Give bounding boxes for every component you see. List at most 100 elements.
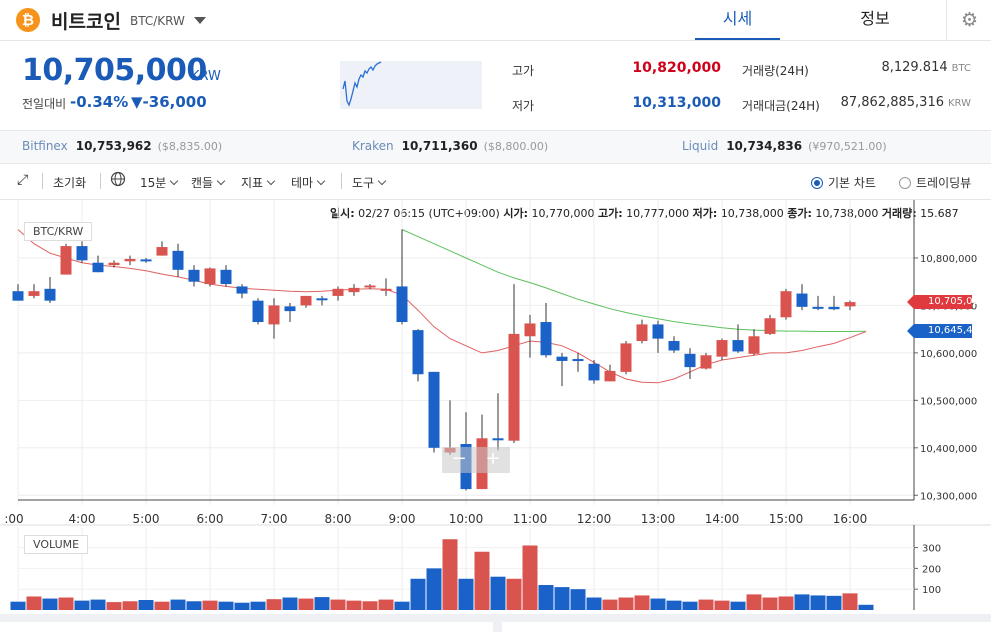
candle-body: [620, 343, 632, 372]
volume-bar: [234, 602, 250, 610]
volume-bar: [90, 599, 106, 610]
volume-bar: [682, 601, 698, 610]
volume-bar: [458, 578, 474, 610]
ohlc-open: 10,770,000: [531, 207, 595, 220]
x-tick-label: 12:00: [577, 512, 612, 526]
basic-chart-radio[interactable]: 기본 차트: [811, 174, 876, 191]
exchange-name: Kraken: [352, 139, 394, 153]
coin-select-chevron-down-icon[interactable]: [194, 17, 206, 24]
gear-icon[interactable]: ⚙: [946, 0, 991, 40]
ohlc-low: 10,738,000: [720, 207, 784, 220]
ohlc-readout: 일시: 02/27 06:15 (UTC+09:00) 시가: 10,770,0…: [330, 205, 959, 221]
volume-bar: [650, 598, 666, 610]
footer-panel-right: [502, 622, 991, 632]
zoom-control: − +: [442, 447, 510, 473]
candle-body: [812, 306, 824, 309]
candle-body: [380, 288, 392, 291]
candle-dropdown[interactable]: 캔들: [191, 174, 226, 191]
y-tick-label: 10,300,000: [920, 491, 977, 502]
exchange-foreign-price: ($8,835.00): [157, 140, 223, 153]
candle-body: [12, 291, 24, 301]
globe-icon-svg: [110, 171, 126, 187]
volume-bar: [762, 597, 778, 610]
x-tick-label: 6:00: [197, 512, 224, 526]
volume-bar: [282, 597, 298, 610]
candle-body: [428, 371, 440, 448]
candle-body: [508, 333, 520, 441]
volume-bar: [538, 585, 554, 610]
theme-dropdown[interactable]: 테마: [291, 174, 326, 191]
expand-icon[interactable]: ⤢: [17, 172, 29, 188]
exchange-price: 10,711,360: [401, 139, 478, 153]
exchange-liquid: Liquid 10,734,836 (¥970,521.00): [682, 139, 887, 153]
volume-bar: [586, 597, 602, 610]
volume-bar: [362, 601, 378, 610]
zoom-in-button[interactable]: +: [485, 448, 501, 469]
candle-body: [92, 262, 104, 273]
candlestick-chart[interactable]: :00 4:00 5:00 6:00 7:00 8:00 9:00 10:00 11:00 12:…: [0, 200, 991, 614]
volume-tick-label: 300: [922, 544, 941, 555]
indicator-dropdown[interactable]: 지표: [241, 174, 276, 191]
exchange-foreign-price: ($8,800.00): [483, 140, 549, 153]
ohlc-time-label: 일시:: [330, 207, 355, 220]
volume-24h: 8,129.814 BTC: [830, 60, 971, 75]
toolbar-divider: [42, 173, 43, 189]
current-price-unit: KRW: [191, 69, 221, 84]
volume-bar: [698, 599, 714, 610]
candle-body: [828, 306, 840, 310]
candle-body: [28, 291, 40, 296]
volume-tick-label: 100: [922, 585, 941, 596]
exchange-name: Liquid: [682, 139, 719, 153]
candle-body: [684, 353, 696, 368]
coin-pair: BTC/KRW: [130, 14, 185, 28]
volume-bar: [474, 551, 490, 610]
chevron-down-icon: [170, 176, 179, 186]
candle-body: [764, 318, 776, 334]
volume-bar: [746, 594, 762, 610]
candle-body: [188, 269, 200, 282]
tab-market-price[interactable]: 시세: [695, 0, 780, 40]
volume-bar: [714, 600, 730, 610]
candle-body: [60, 246, 72, 275]
candle-body: [492, 438, 504, 441]
y-tick-label: 10,800,000: [920, 254, 977, 265]
interval-dropdown[interactable]: 15분: [140, 174, 179, 191]
candle-body: [108, 262, 120, 266]
candle-body: [76, 246, 88, 261]
reset-button[interactable]: 초기화: [53, 176, 87, 190]
x-tick-label: :00: [4, 512, 23, 526]
y-tick-label: 10,400,000: [920, 444, 977, 455]
volume-bar: [426, 568, 442, 610]
volume-bar: [634, 595, 650, 610]
current-price-tag: 10,705,000: [907, 295, 985, 310]
ma-price-tag-text: 10,645,400: [928, 325, 986, 337]
candle-body: [604, 370, 616, 382]
tab-info[interactable]: 정보: [860, 9, 890, 28]
candle-body: [172, 250, 184, 270]
candle-body: [396, 286, 408, 323]
exchange-price: 10,734,836: [726, 139, 803, 153]
candle-body: [316, 298, 328, 301]
volume-bar: [826, 595, 842, 610]
ohlc-time: 02/27 06:15 (UTC+09:00): [358, 207, 500, 220]
candle-body: [780, 291, 792, 318]
exchange-kraken: Kraken 10,711,360 ($8,800.00): [352, 139, 548, 153]
candle-body: [44, 288, 56, 301]
radio-selected-icon: [811, 177, 823, 189]
zoom-out-button[interactable]: −: [451, 448, 467, 469]
candle-body: [332, 288, 344, 296]
volume-bar: [10, 601, 26, 610]
x-tick-label: 9:00: [389, 512, 416, 526]
volume-bar: [618, 597, 634, 610]
chevron-down-icon: [316, 176, 326, 186]
globe-icon[interactable]: [110, 171, 126, 190]
toolbar-divider: [341, 173, 342, 189]
trade-value-24h-unit: KRW: [948, 98, 971, 109]
volume-bar: [378, 599, 394, 610]
tradingview-radio[interactable]: 트레이딩뷰: [899, 174, 971, 191]
candle-body: [700, 355, 712, 369]
trade-value-24h: 87,862,885,316 KRW: [810, 95, 971, 110]
tools-dropdown[interactable]: 도구: [352, 174, 387, 191]
basic-chart-label: 기본 차트: [828, 176, 876, 190]
volume-bar: [330, 599, 346, 610]
